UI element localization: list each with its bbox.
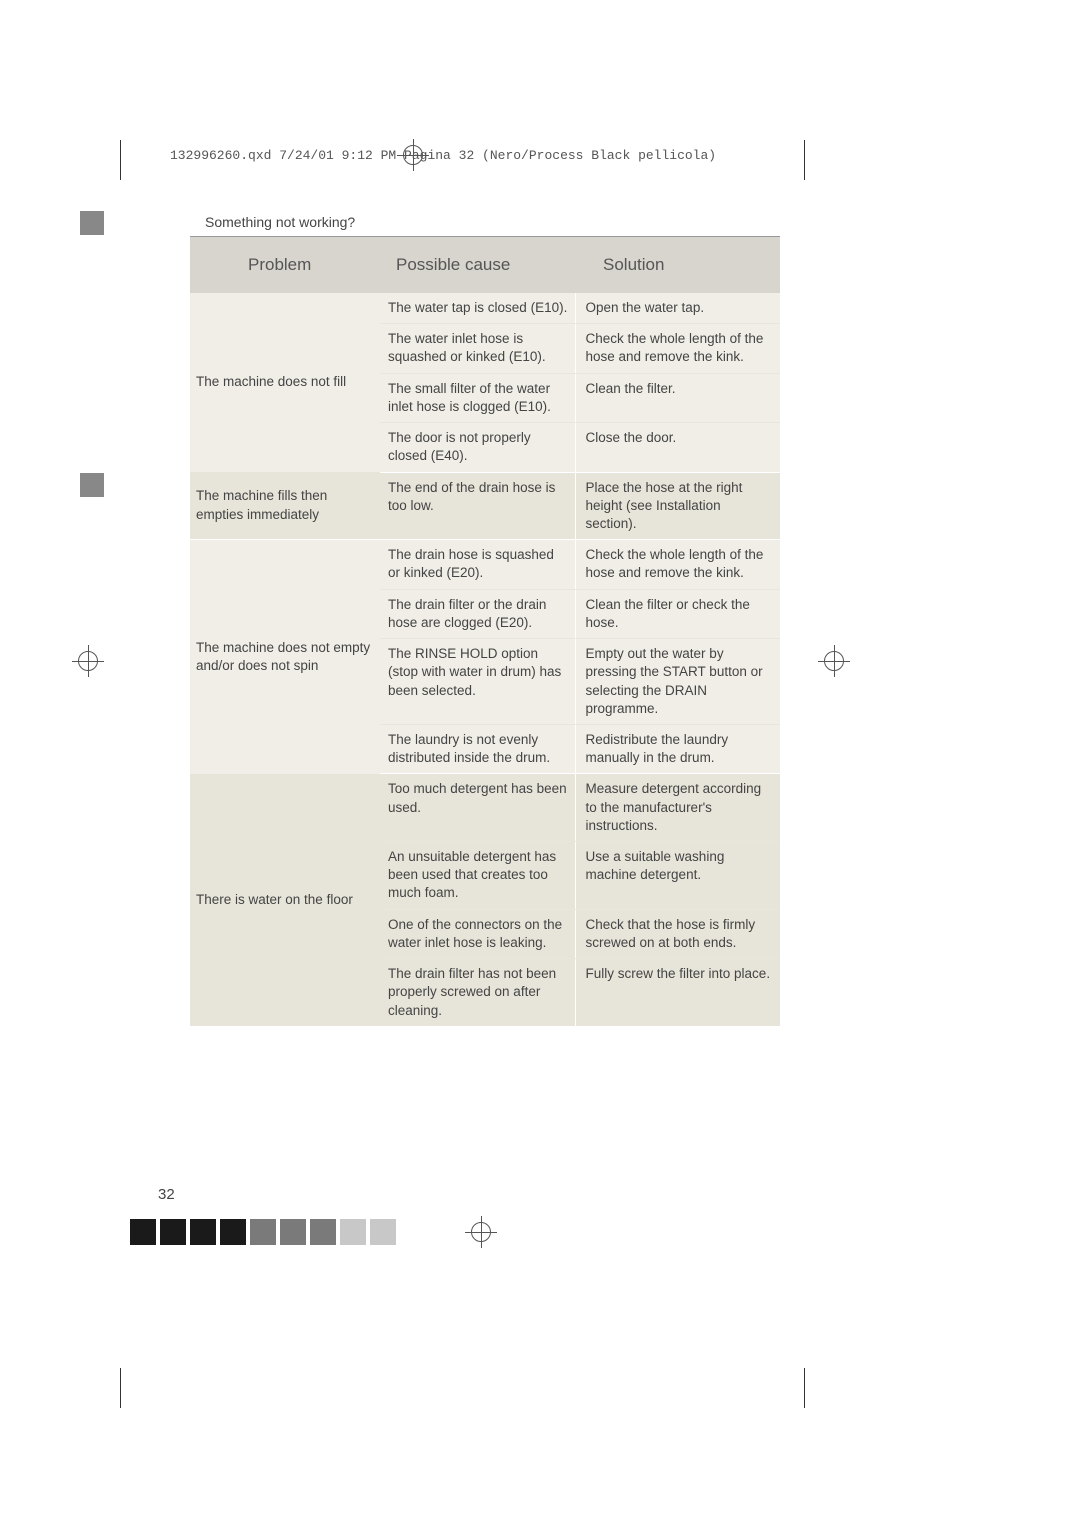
color-swatch bbox=[160, 1219, 186, 1245]
cause-cell: One of the connectors on the water inlet… bbox=[380, 909, 575, 958]
solution-cell: Open the water tap. bbox=[575, 293, 780, 324]
color-swatch bbox=[130, 1219, 156, 1245]
troubleshooting-table-container: Problem Possible cause Solution The mach… bbox=[190, 236, 780, 1026]
table-row: The machine fills then empties immediate… bbox=[190, 472, 780, 540]
section-title: Something not working? bbox=[205, 214, 355, 230]
solution-cell: Check that the hose is firmly screwed on… bbox=[575, 909, 780, 958]
table-row: The machine does not fillThe water tap i… bbox=[190, 293, 780, 324]
cause-cell: The water tap is closed (E10). bbox=[380, 293, 575, 324]
header-cause: Possible cause bbox=[380, 237, 575, 293]
color-swatch bbox=[310, 1219, 336, 1245]
color-swatch bbox=[250, 1219, 276, 1245]
troubleshooting-table: Problem Possible cause Solution The mach… bbox=[190, 237, 780, 1026]
table-row: There is water on the floorToo much dete… bbox=[190, 774, 780, 842]
registration-mark bbox=[465, 1216, 497, 1248]
problem-cell: The machine fills then empties immediate… bbox=[190, 472, 380, 540]
registration-mark bbox=[72, 645, 104, 677]
page-number: 32 bbox=[158, 1186, 175, 1203]
solution-cell: Place the hose at the right height (see … bbox=[575, 472, 780, 540]
cause-cell: An unsuitable detergent has been used th… bbox=[380, 842, 575, 910]
solution-cell: Use a suitable washing machine detergent… bbox=[575, 842, 780, 910]
solution-cell: Fully screw the filter into place. bbox=[575, 959, 780, 1026]
color-swatch bbox=[220, 1219, 246, 1245]
color-swatch bbox=[370, 1219, 396, 1245]
registration-mark bbox=[818, 645, 850, 677]
crop-mark bbox=[804, 140, 805, 180]
problem-cell: The machine does not empty and/or does n… bbox=[190, 540, 380, 774]
color-swatch bbox=[340, 1219, 366, 1245]
header-solution: Solution bbox=[575, 237, 780, 293]
cause-cell: The end of the drain hose is too low. bbox=[380, 472, 575, 540]
header-problem: Problem bbox=[190, 237, 380, 293]
problem-cell: There is water on the floor bbox=[190, 774, 380, 1026]
crop-mark bbox=[804, 1368, 805, 1408]
solution-cell: Close the door. bbox=[575, 423, 780, 472]
solution-cell: Empty out the water by pressing the STAR… bbox=[575, 639, 780, 725]
cause-cell: Too much detergent has been used. bbox=[380, 774, 575, 842]
cause-cell: The small filter of the water inlet hose… bbox=[380, 373, 575, 422]
solution-cell: Check the whole length of the hose and r… bbox=[575, 324, 780, 373]
file-header: 132996260.qxd 7/24/01 9:12 PM Pagina 32 … bbox=[170, 148, 716, 163]
margin-marker bbox=[80, 473, 104, 497]
crop-mark bbox=[120, 140, 121, 180]
problem-cell: The machine does not fill bbox=[190, 293, 380, 472]
color-swatch bbox=[280, 1219, 306, 1245]
solution-cell: Redistribute the laundry manually in the… bbox=[575, 724, 780, 773]
solution-cell: Clean the filter or check the hose. bbox=[575, 589, 780, 638]
cause-cell: The RINSE HOLD option (stop with water i… bbox=[380, 639, 575, 725]
cause-cell: The drain hose is squashed or kinked (E2… bbox=[380, 540, 575, 589]
cause-cell: The laundry is not evenly distributed in… bbox=[380, 724, 575, 773]
cause-cell: The drain filter or the drain hose are c… bbox=[380, 589, 575, 638]
cause-cell: The drain filter has not been properly s… bbox=[380, 959, 575, 1026]
solution-cell: Measure detergent according to the manuf… bbox=[575, 774, 780, 842]
solution-cell: Clean the filter. bbox=[575, 373, 780, 422]
crop-mark bbox=[120, 1368, 121, 1408]
color-swatch bbox=[190, 1219, 216, 1245]
solution-cell: Check the whole length of the hose and r… bbox=[575, 540, 780, 589]
color-calibration-bar bbox=[130, 1219, 396, 1245]
table-row: The machine does not empty and/or does n… bbox=[190, 540, 780, 589]
cause-cell: The door is not properly closed (E40). bbox=[380, 423, 575, 472]
cause-cell: The water inlet hose is squashed or kink… bbox=[380, 324, 575, 373]
margin-marker bbox=[80, 211, 104, 235]
